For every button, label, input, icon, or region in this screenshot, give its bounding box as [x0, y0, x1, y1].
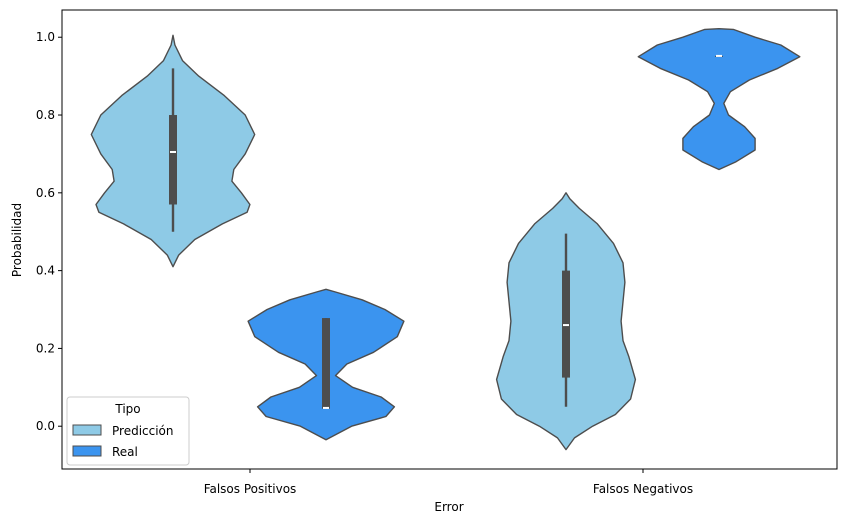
x-axis-label: Error: [434, 500, 463, 514]
y-tick-label: 1.0: [36, 30, 55, 44]
violins-layer: [90, 28, 801, 451]
x-tick-label: Falsos Negativos: [593, 482, 693, 496]
legend: Tipo Predicción Real: [66, 396, 190, 466]
x-axis: Falsos Positivos Falsos Negativos: [204, 469, 693, 496]
y-tick-label: 0.2: [36, 341, 55, 355]
violin-0-1: [495, 192, 637, 451]
legend-swatch-prediccion: [72, 424, 102, 436]
violin-iqr-box: [322, 318, 330, 409]
x-tick-label: Falsos Positivos: [204, 482, 297, 496]
legend-swatch-real: [72, 445, 102, 457]
violin-0-0: [90, 34, 256, 268]
legend-label-real: Real: [112, 445, 138, 459]
legend-title: Tipo: [114, 402, 140, 416]
violin-iqr-box: [169, 115, 177, 205]
violin-body: [637, 28, 801, 171]
y-tick-label: 0.0: [36, 419, 55, 433]
violin-1-0: [247, 288, 405, 441]
violin-1-1: [637, 28, 801, 171]
y-tick-label: 0.4: [36, 264, 55, 278]
y-tick-label: 0.8: [36, 108, 55, 122]
y-tick-label: 0.6: [36, 186, 55, 200]
plot-frame: [61, 9, 838, 470]
y-axis-label: Probabilidad: [10, 203, 24, 277]
legend-label-prediccion: Predicción: [112, 424, 174, 438]
y-axis: 0.0 0.2 0.4 0.6 0.8 1.0: [36, 30, 62, 433]
